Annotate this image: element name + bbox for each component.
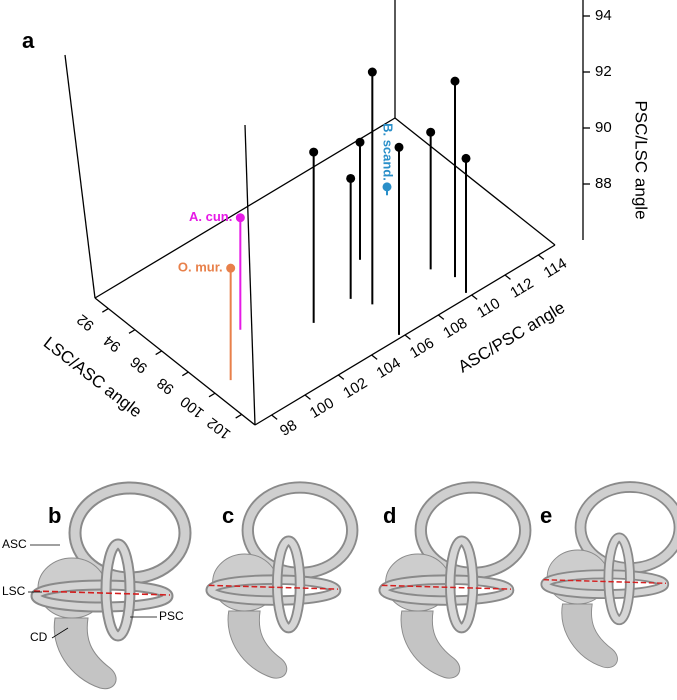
- data-point: [450, 76, 460, 86]
- y-tick-label: 112: [507, 275, 536, 302]
- annotation: ASC: [2, 537, 27, 551]
- x-tick-label: 94: [101, 332, 125, 356]
- box-edge: [244, 124, 256, 426]
- panel-label: e: [540, 503, 552, 528]
- x-tick: [181, 371, 189, 377]
- y-tick: [371, 354, 378, 360]
- x-tick-label: 92: [74, 311, 98, 335]
- y-tick-label: 114: [541, 255, 570, 282]
- data-point: [355, 137, 365, 147]
- x-tick-label: 100: [177, 393, 207, 422]
- y-tick: [304, 394, 311, 400]
- panel-label: b: [48, 503, 61, 528]
- point-label: B. scand.: [381, 123, 396, 181]
- x-tick: [235, 413, 243, 419]
- x-tick-label: 102: [204, 414, 234, 443]
- y-tick-label: 110: [474, 295, 503, 322]
- data-point: [235, 213, 245, 223]
- data-point: [382, 182, 392, 192]
- z-tick-label: 92: [595, 63, 612, 80]
- y-tick-label: 106: [407, 334, 437, 361]
- y-tick-label: 98: [277, 417, 300, 440]
- panel-label: d: [383, 503, 396, 528]
- point-label: O. mur.: [178, 260, 223, 275]
- panel-label: c: [222, 503, 234, 528]
- data-point: [226, 263, 236, 273]
- floor-edge: [394, 117, 556, 246]
- y-tick: [537, 254, 545, 260]
- x-tick: [101, 308, 109, 313]
- x-tick: [155, 350, 163, 356]
- annotation: LSC: [2, 584, 26, 598]
- axis-label: PSC/LSC angle: [632, 100, 651, 219]
- y-tick: [404, 334, 411, 340]
- y-tick-label: 102: [340, 374, 370, 401]
- axis-label: ASC/PSC angle: [455, 298, 568, 377]
- annotation: CD: [30, 630, 48, 644]
- point-label: A. cun.: [189, 209, 232, 224]
- y-tick: [504, 274, 511, 280]
- data-point: [394, 142, 404, 152]
- annotation: PSC: [159, 609, 184, 623]
- z-tick-label: 94: [595, 7, 612, 24]
- z-tick-label: 88: [595, 175, 612, 192]
- y-tick-label: 108: [440, 314, 470, 341]
- inner-ear-render: [544, 487, 677, 668]
- y-tick: [337, 374, 345, 380]
- y-tick: [271, 414, 278, 420]
- z-tick-label: 90: [595, 119, 612, 136]
- data-point: [309, 147, 319, 157]
- axis-label: LSC/ASC angle: [40, 333, 146, 421]
- y-tick-label: 100: [307, 394, 337, 421]
- floor-edge: [94, 297, 256, 426]
- data-point: [346, 173, 356, 183]
- floor-edge: [94, 117, 396, 299]
- x-tick-label: 96: [127, 353, 151, 377]
- y-tick: [437, 314, 445, 320]
- x-tick: [128, 329, 136, 334]
- inner-ear-render: [382, 488, 525, 679]
- panel-label: a: [22, 28, 35, 53]
- data-point: [461, 153, 471, 163]
- data-point: [426, 127, 436, 137]
- box-edge: [64, 54, 96, 299]
- x-tick-label: 98: [154, 374, 178, 398]
- y-tick: [471, 294, 478, 300]
- annotations: ASC LSC CD PSC: [2, 537, 184, 644]
- y-tick-label: 104: [374, 354, 404, 381]
- x-tick: [208, 392, 216, 398]
- data-point: [367, 67, 377, 77]
